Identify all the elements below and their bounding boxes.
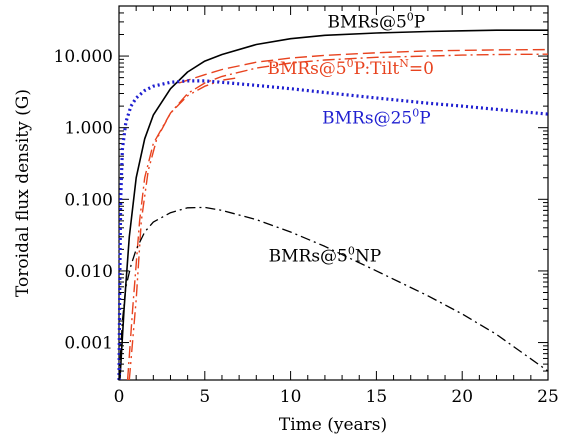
series-label-bmr5np: BMRs@50NP [269,245,382,267]
x-tick-label: 5 [199,387,210,407]
x-tick-label: 10 [280,387,302,407]
series-label-bmr25p: BMRs@250P [322,106,431,128]
label-layer: BMRs@50P BMRs@50P:TiltN=0 BMRs@250P BMRs@50… [267,11,434,267]
series-line-bmr5p_tilt0_b [128,76,240,381]
x-axis-label: Time (years) [279,415,387,435]
series-layer [117,29,549,381]
x-tick-label: 15 [366,387,388,407]
series-line-bmr5p [119,29,548,381]
y-tick-label: 10.000 [54,47,113,67]
x-tick-label: 25 [537,387,559,407]
y-tick-label: 0.100 [64,190,113,210]
x-tick-label: 20 [451,387,473,407]
series-line-bmr25p [117,79,549,381]
y-tick-label: 1.000 [64,119,113,139]
plot-frame [118,5,549,381]
y-tick-label: 0.010 [64,262,113,282]
series-line-bmr5p_tilt0 [126,53,549,381]
series-label-bmr5p: BMRs@50P [328,11,426,33]
series-line-bmr5np [118,206,549,381]
series-line-bmr5p_dash [178,48,549,84]
x-tick-label: 0 [114,387,125,407]
y-tick-label: 0.001 [64,334,113,354]
y-axis-label: Toroidal flux density (G) [13,89,33,297]
series-label-bmr5p_tilt0: BMRs@50P:TiltN=0 [267,57,434,79]
